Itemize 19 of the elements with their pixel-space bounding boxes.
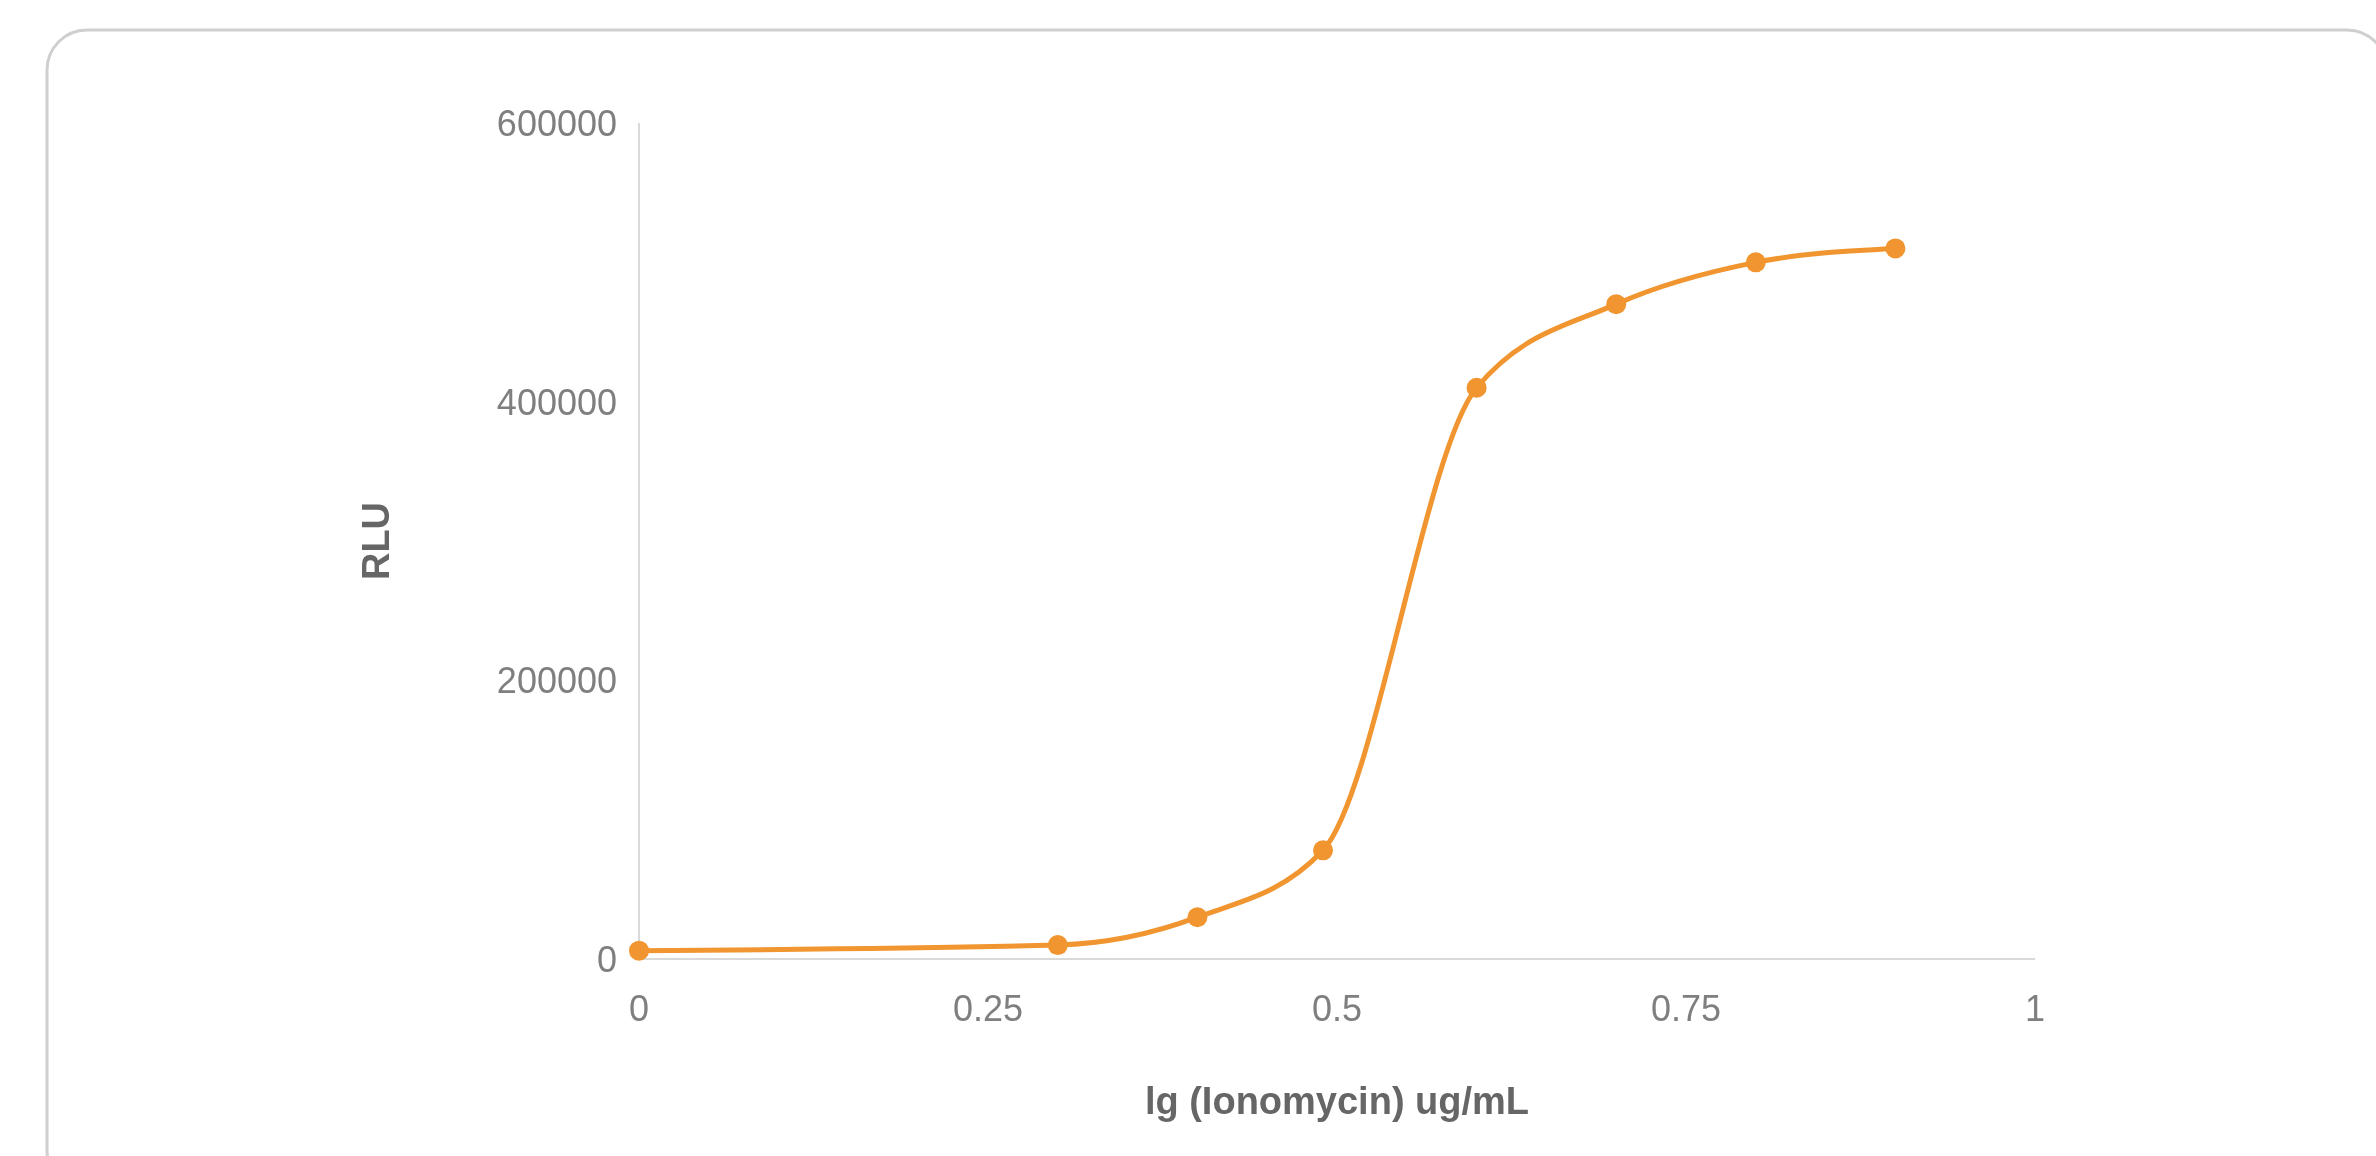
x-tick-label: 0	[628, 988, 650, 1029]
point	[1606, 294, 1627, 315]
point	[1187, 907, 1208, 928]
y-tick-label: 200000	[496, 660, 617, 702]
point	[1885, 238, 1906, 259]
y-tick-label: 600000	[496, 103, 617, 144]
point	[1466, 377, 1487, 398]
x-axis-title: lg (Ionomycin) ug/mL	[1144, 1080, 1530, 1122]
y-tick-label: 0	[596, 939, 617, 980]
point	[1745, 252, 1766, 273]
x-tick-label: 0.25	[952, 988, 1024, 1029]
y-tick-label: 400000	[496, 381, 617, 423]
x-tick-label: 1	[2024, 988, 2046, 1029]
point	[629, 940, 649, 961]
x-tick-label: 0.5	[1311, 988, 1363, 1029]
x-tick-label: 0.75	[1650, 988, 1722, 1029]
point	[1313, 840, 1334, 861]
y-axis-title: RLU	[355, 501, 397, 581]
point	[1047, 935, 1068, 956]
